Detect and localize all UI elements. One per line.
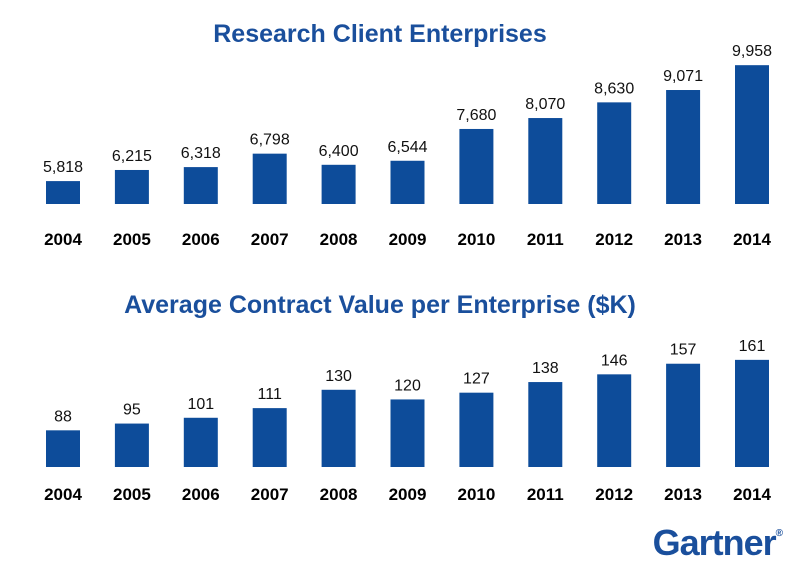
contract-bar-2013 xyxy=(666,363,701,467)
contract-bar-2006 xyxy=(183,417,218,467)
research-tick-label-2004: 2004 xyxy=(44,230,82,249)
contract-tick-label-2010: 2010 xyxy=(457,485,495,504)
research-bar-2005 xyxy=(114,169,149,204)
research-tick-label-2009: 2009 xyxy=(389,230,427,249)
chart-title-research-clients: Research Client Enterprises xyxy=(213,20,547,48)
contract-value-label-2012: 146 xyxy=(601,352,628,369)
research-value-label-2004: 5,818 xyxy=(43,159,83,176)
contract-bar-2008 xyxy=(321,389,356,467)
research-value-label-2008: 6,400 xyxy=(319,143,359,160)
contract-tick-label-2014: 2014 xyxy=(733,485,771,504)
contract-bar-2012 xyxy=(597,374,632,467)
contract-value-label-2007: 111 xyxy=(258,386,282,403)
contract-tick-label-2011: 2011 xyxy=(527,485,564,504)
research-tick-label-2014: 2014 xyxy=(733,230,771,249)
contract-tick-label-2008: 2008 xyxy=(320,485,358,504)
contract-value-label-2006: 101 xyxy=(187,396,214,413)
research-bar-2010 xyxy=(459,128,494,204)
contract-value-label-2011: 138 xyxy=(532,360,559,377)
research-value-label-2011: 8,070 xyxy=(525,96,565,113)
contract-tick-label-2013: 2013 xyxy=(664,485,702,504)
contract-value-label-2013: 157 xyxy=(670,342,697,359)
research-bar-2007 xyxy=(252,153,287,204)
research-value-label-2006: 6,318 xyxy=(181,145,221,162)
contract-tick-label-2004: 2004 xyxy=(44,485,82,504)
contract-tick-label-2006: 2006 xyxy=(182,485,220,504)
contract-value-label-2008: 130 xyxy=(325,368,352,385)
contract-value-label-2010: 127 xyxy=(463,371,490,388)
chart-title-contract-value: Average Contract Value per Enterprise ($… xyxy=(124,291,636,319)
research-bar-2013 xyxy=(666,90,701,204)
research-bar-2012 xyxy=(597,102,632,204)
research-bar-2006 xyxy=(183,167,218,204)
research-bar-2009 xyxy=(390,160,425,204)
contract-value-label-2004: 88 xyxy=(54,408,72,425)
research-bar-2011 xyxy=(528,118,563,204)
research-tick-label-2006: 2006 xyxy=(182,230,220,249)
research-value-label-2009: 6,544 xyxy=(387,139,427,156)
research-value-label-2013: 9,071 xyxy=(663,68,703,85)
research-value-label-2010: 7,680 xyxy=(456,107,496,124)
contract-tick-label-2009: 2009 xyxy=(389,485,427,504)
gartner-logo: Gartner® xyxy=(652,522,783,563)
contract-bar-2005 xyxy=(114,423,149,467)
research-tick-label-2011: 2011 xyxy=(527,230,564,249)
research-tick-label-2012: 2012 xyxy=(595,230,633,249)
research-bar-2014 xyxy=(735,65,769,205)
contract-tick-label-2005: 2005 xyxy=(113,485,151,504)
research-tick-label-2005: 2005 xyxy=(113,230,151,249)
research-tick-label-2013: 2013 xyxy=(664,230,702,249)
contract-bar-2004 xyxy=(46,430,80,467)
contract-bar-2014 xyxy=(735,359,769,467)
research-value-label-2012: 8,630 xyxy=(594,80,634,97)
contract-bar-2009 xyxy=(390,399,425,467)
contract-value-label-2009: 120 xyxy=(394,377,421,394)
contract-bar-2010 xyxy=(459,392,494,467)
research-bar-2008 xyxy=(321,164,356,204)
contract-bar-2011 xyxy=(528,382,563,467)
contract-bar-2007 xyxy=(252,408,287,467)
research-value-label-2007: 6,798 xyxy=(250,132,290,149)
contract-tick-label-2007: 2007 xyxy=(251,485,289,504)
contract-tick-label-2012: 2012 xyxy=(595,485,633,504)
research-bar-2004 xyxy=(46,181,80,204)
contract-value-label-2005: 95 xyxy=(123,402,141,419)
research-tick-label-2010: 2010 xyxy=(457,230,495,249)
research-value-label-2014: 9,958 xyxy=(732,43,772,60)
contract-value-label-2014: 161 xyxy=(739,338,766,355)
research-tick-label-2007: 2007 xyxy=(251,230,289,249)
research-tick-label-2008: 2008 xyxy=(320,230,358,249)
research-value-label-2005: 6,215 xyxy=(112,148,152,165)
